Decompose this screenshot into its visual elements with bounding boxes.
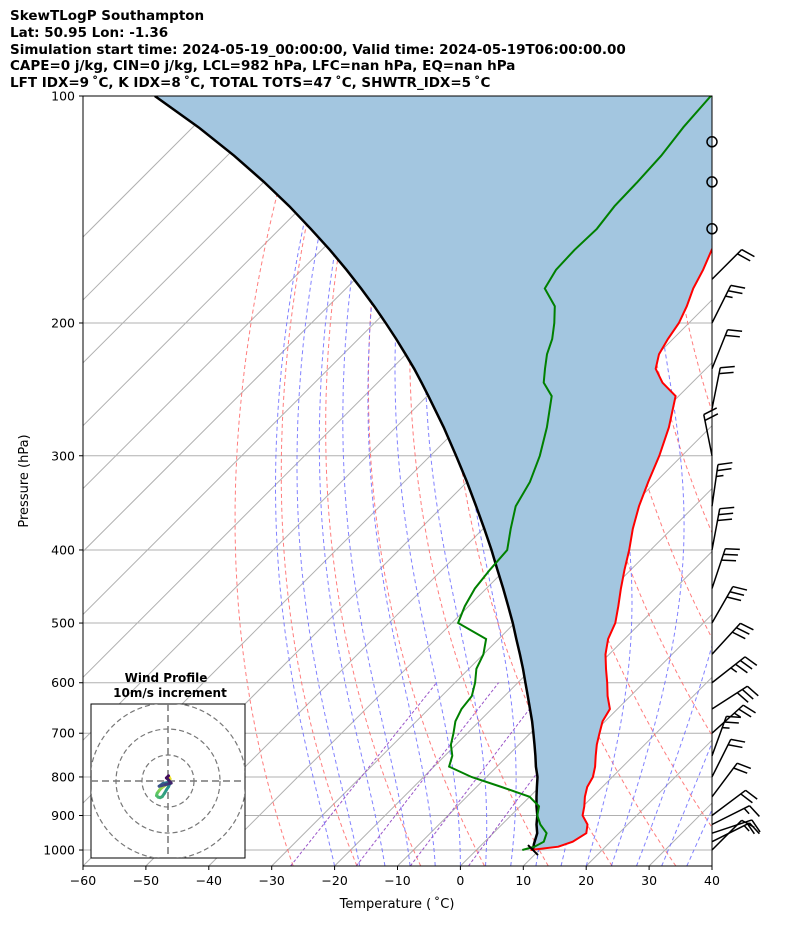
x-tick-label: −20 xyxy=(321,873,347,888)
y-axis-label: Pressure (hPa) xyxy=(17,434,32,527)
y-tick-label: 400 xyxy=(51,542,75,557)
hodograph-title: Wind Profile xyxy=(125,671,208,685)
y-tick-label: 200 xyxy=(51,315,75,330)
isotherm xyxy=(711,865,712,866)
chart-title-block: SkewTLogP Southampton Lat: 50.95 Lon: -1… xyxy=(10,8,626,92)
y-tick-label: 800 xyxy=(51,769,75,784)
wind-barb xyxy=(711,738,746,778)
cape-cin-fill xyxy=(154,96,712,850)
dewpoint-line xyxy=(447,96,712,851)
x-tick-label: 10 xyxy=(515,873,531,888)
hodograph-segment xyxy=(164,774,171,780)
x-tick-label: 30 xyxy=(641,873,657,888)
wind-barb xyxy=(703,407,719,456)
moist-adiabat xyxy=(636,643,712,866)
moist-adiabat xyxy=(686,808,712,866)
moist-adiabat xyxy=(318,96,386,866)
title-times: Simulation start time: 2024-05-19_00:00:… xyxy=(10,41,626,58)
mixing-ratio-line xyxy=(409,682,550,866)
wind-barb xyxy=(711,822,760,843)
wind-barb xyxy=(711,506,735,551)
profile-lines xyxy=(154,96,712,856)
wind-barb xyxy=(711,819,761,835)
wind-barb xyxy=(711,547,740,589)
isotherm xyxy=(83,96,288,301)
calm-wind-marker xyxy=(706,176,718,188)
moist-adiabat xyxy=(661,741,712,866)
y-tick-label: 500 xyxy=(51,616,75,631)
moist-adiabat xyxy=(711,864,712,866)
isotherm xyxy=(397,550,712,866)
y-tick-label: 1000 xyxy=(43,843,75,858)
x-tick-label: −10 xyxy=(384,873,410,888)
dry-adiabat xyxy=(367,96,485,866)
wind-barb xyxy=(711,461,733,507)
title-indices-2: LFT IDX=9 ˚C, K IDX=8 ˚C, TOTAL TOTS=47 … xyxy=(10,75,491,92)
y-tick-label: 100 xyxy=(51,89,75,104)
x-tick-label: 20 xyxy=(578,873,594,888)
x-tick-label: −30 xyxy=(259,873,285,888)
y-tick-label: 300 xyxy=(51,448,75,463)
cin-shading xyxy=(154,96,712,850)
title-station: SkewTLogP Southampton xyxy=(10,8,205,24)
dry-adiabat xyxy=(234,96,305,866)
wind-barb xyxy=(711,329,743,370)
x-axis-label: Temperature ( ˚C) xyxy=(339,896,455,912)
moist-adiabat xyxy=(342,96,411,866)
dry-adiabat xyxy=(409,96,549,866)
axes: −60 −50 −40 −30 −20 −10 0 10 20 30 40 100 200 300 400 5… xyxy=(43,89,720,889)
wind-barb xyxy=(711,685,759,710)
y-tick-label: 700 xyxy=(51,726,75,741)
moist-adiabat xyxy=(394,96,461,866)
mixing-ratio-line xyxy=(468,682,605,866)
x-tick-label: −50 xyxy=(133,873,159,888)
mixing-ratio-line xyxy=(355,682,499,866)
surface-marker xyxy=(527,844,539,856)
hodograph-subtitle: 10m/s increment xyxy=(113,686,227,700)
y-tick-label: 900 xyxy=(51,808,75,823)
mixing-ratio-line xyxy=(290,682,437,866)
parcel-profile-line xyxy=(154,96,539,851)
moist-adiabat xyxy=(424,96,488,866)
isotherm xyxy=(271,424,712,866)
wind-barb xyxy=(711,585,748,624)
x-tick-label: 40 xyxy=(704,873,720,888)
isotherm xyxy=(83,96,225,238)
x-tick-label: 0 xyxy=(456,873,464,888)
wind-barbs xyxy=(703,136,761,851)
x-tick-label: −40 xyxy=(196,873,222,888)
wind-barb xyxy=(711,789,758,817)
dry-adiabat xyxy=(761,96,794,866)
calm-wind-marker xyxy=(706,136,718,148)
wind-barb xyxy=(711,704,756,734)
temperature-line xyxy=(530,247,712,851)
wind-barb xyxy=(711,284,746,324)
x-tick-label: −60 xyxy=(70,873,96,888)
moist-adiabat xyxy=(275,96,337,866)
moist-adiabat xyxy=(367,96,436,866)
dry-adiabat xyxy=(280,96,358,866)
title-location: Lat: 50.95 Lon: -1.36 xyxy=(10,24,169,41)
calm-wind-marker xyxy=(706,223,718,235)
isotherm xyxy=(334,487,712,866)
isotherm xyxy=(83,96,351,364)
wind-barb xyxy=(711,762,752,798)
moist-adiabat xyxy=(296,96,361,866)
wind-barb xyxy=(711,715,741,757)
wind-barb xyxy=(711,656,758,684)
wind-barb xyxy=(711,365,735,410)
wind-barb xyxy=(711,622,754,655)
wind-barb xyxy=(711,805,760,826)
dry-adiabat xyxy=(728,96,794,866)
moist-adiabat xyxy=(737,96,794,866)
isotherm xyxy=(83,96,414,427)
hodograph-inset: Wind Profile 10m/s increment xyxy=(90,671,246,859)
y-tick-label: 600 xyxy=(51,675,75,690)
title-indices-1: CAPE=0 j/kg, CIN=0 j/kg, LCL=982 hPa, LF… xyxy=(10,58,516,75)
wind-barb xyxy=(711,248,755,280)
